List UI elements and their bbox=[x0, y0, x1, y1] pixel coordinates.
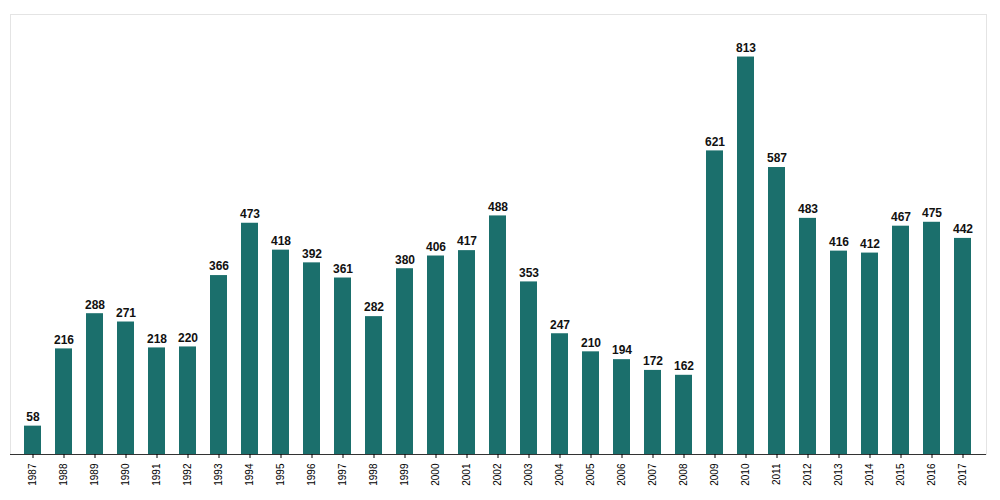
svg-text:2001: 2001 bbox=[461, 463, 472, 486]
svg-text:380: 380 bbox=[395, 253, 415, 267]
svg-text:1989: 1989 bbox=[89, 463, 100, 486]
svg-text:172: 172 bbox=[643, 354, 663, 368]
svg-text:621: 621 bbox=[705, 135, 725, 149]
svg-text:416: 416 bbox=[829, 235, 849, 249]
svg-text:2017: 2017 bbox=[957, 463, 968, 486]
svg-text:392: 392 bbox=[302, 247, 322, 261]
svg-text:467: 467 bbox=[891, 210, 911, 224]
svg-text:2008: 2008 bbox=[678, 463, 689, 486]
svg-text:2009: 2009 bbox=[709, 463, 720, 486]
svg-text:1987: 1987 bbox=[27, 463, 38, 486]
svg-text:2005: 2005 bbox=[585, 463, 596, 486]
svg-text:1988: 1988 bbox=[58, 463, 69, 486]
svg-text:2010: 2010 bbox=[740, 463, 751, 486]
svg-text:1997: 1997 bbox=[337, 463, 348, 486]
svg-text:1993: 1993 bbox=[213, 463, 224, 486]
svg-text:1994: 1994 bbox=[244, 463, 255, 486]
svg-text:418: 418 bbox=[271, 234, 291, 248]
svg-text:813: 813 bbox=[736, 41, 756, 55]
svg-text:473: 473 bbox=[240, 207, 260, 221]
svg-text:2002: 2002 bbox=[492, 463, 503, 486]
svg-text:2003: 2003 bbox=[523, 463, 534, 486]
svg-text:288: 288 bbox=[85, 298, 105, 312]
svg-text:2014: 2014 bbox=[864, 463, 875, 486]
svg-text:210: 210 bbox=[581, 336, 601, 350]
svg-text:2016: 2016 bbox=[926, 463, 937, 486]
svg-text:1990: 1990 bbox=[120, 463, 131, 486]
svg-text:1991: 1991 bbox=[151, 463, 162, 486]
svg-text:216: 216 bbox=[54, 333, 74, 347]
svg-text:1992: 1992 bbox=[182, 463, 193, 486]
svg-text:587: 587 bbox=[767, 151, 787, 165]
svg-text:194: 194 bbox=[612, 343, 632, 357]
svg-text:2004: 2004 bbox=[554, 463, 565, 486]
svg-text:442: 442 bbox=[953, 222, 973, 236]
svg-text:2006: 2006 bbox=[616, 463, 627, 486]
svg-text:271: 271 bbox=[116, 306, 136, 320]
svg-text:2011: 2011 bbox=[771, 463, 782, 485]
svg-text:417: 417 bbox=[457, 234, 477, 248]
svg-text:475: 475 bbox=[922, 206, 942, 220]
svg-text:2013: 2013 bbox=[833, 463, 844, 486]
svg-text:361: 361 bbox=[333, 262, 353, 276]
svg-text:220: 220 bbox=[178, 331, 198, 345]
svg-text:483: 483 bbox=[798, 202, 818, 216]
svg-text:2000: 2000 bbox=[430, 463, 441, 486]
svg-text:247: 247 bbox=[550, 318, 570, 332]
svg-text:162: 162 bbox=[674, 359, 694, 373]
svg-text:2007: 2007 bbox=[647, 463, 658, 486]
svg-text:1995: 1995 bbox=[275, 463, 286, 486]
svg-text:2015: 2015 bbox=[895, 463, 906, 486]
svg-text:1996: 1996 bbox=[306, 463, 317, 486]
svg-text:58: 58 bbox=[26, 410, 40, 424]
svg-text:1998: 1998 bbox=[368, 463, 379, 486]
svg-text:218: 218 bbox=[147, 332, 167, 346]
svg-text:488: 488 bbox=[488, 200, 508, 214]
svg-text:406: 406 bbox=[426, 240, 446, 254]
svg-text:282: 282 bbox=[364, 300, 384, 314]
svg-text:366: 366 bbox=[209, 259, 229, 273]
svg-text:412: 412 bbox=[860, 237, 880, 251]
svg-text:2012: 2012 bbox=[802, 463, 813, 486]
svg-text:353: 353 bbox=[519, 266, 539, 280]
svg-text:1999: 1999 bbox=[399, 463, 410, 486]
